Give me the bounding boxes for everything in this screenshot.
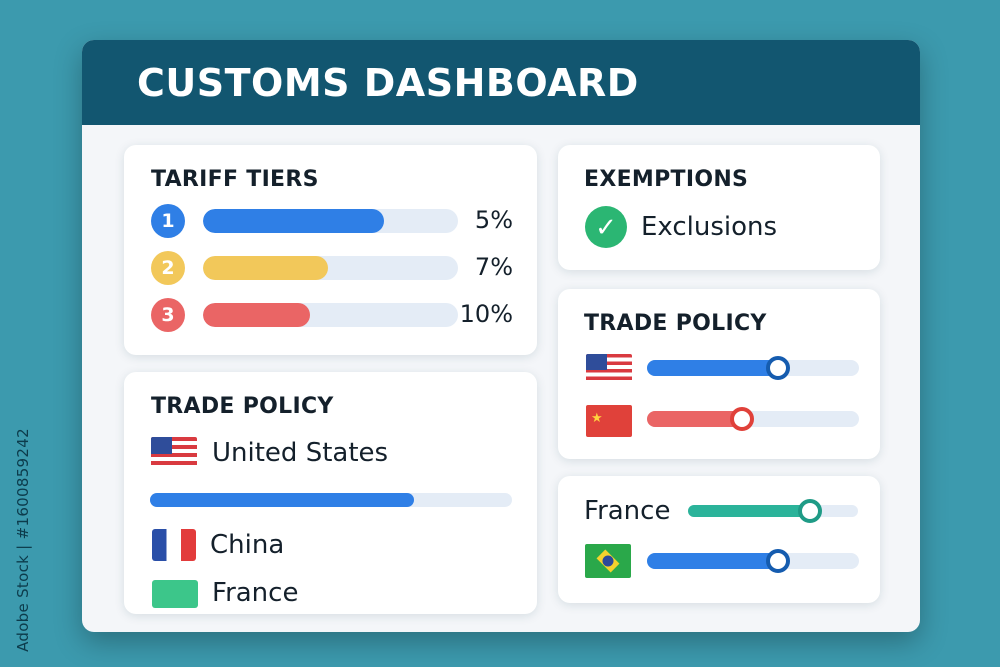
tier-bar-track [203,256,458,280]
trade-policy-sliders-card: TRADE POLICY ★ [558,289,880,459]
country-slider-track[interactable] [688,499,858,523]
us-flag-icon [151,437,197,469]
green-flag-icon [152,580,198,608]
tier-bar-fill [203,256,328,280]
policy-slider-fill [647,411,743,427]
policy-slider-knob[interactable] [766,356,791,380]
tier-row: 1 5% [151,204,513,240]
policy-progress-track [150,493,512,507]
policy-progress-fill [150,493,415,507]
country-sliders-card: France [558,476,880,603]
policy-slider-fill [647,360,779,376]
country-label: France [584,496,671,526]
check-circle-icon: ✓ [585,206,627,248]
tier-value: 7% [474,253,513,281]
tariff-tiers-card: TARIFF TIERS 1 5% 2 7% 3 10% [124,145,537,355]
trade-policy-title: TRADE POLICY [151,394,334,419]
tier-row: 3 10% [151,298,513,334]
policy-slider-track[interactable] [647,407,859,431]
policy-slider-track[interactable] [647,356,859,380]
page-title: CUSTOMS DASHBOARD [137,60,639,105]
brazil-flag-icon [585,544,631,578]
exemptions-title: EXEMPTIONS [584,167,749,192]
trade-policy-title: TRADE POLICY [584,311,767,336]
tier-row: 2 7% [151,251,513,287]
header-bar: CUSTOMS DASHBOARD [82,40,920,125]
tier-bar-fill [203,303,311,327]
tier-value: 5% [474,206,513,234]
tier-number-badge: 3 [151,298,185,332]
tier-number-badge: 2 [151,251,185,285]
country-slider-knob[interactable] [798,499,823,523]
tier-bar-track [203,303,458,327]
watermark-id: Adobe Stock | #1600859242 [14,428,33,652]
exemptions-card: EXEMPTIONS ✓ Exclusions [558,145,880,270]
tier-bar-fill [203,209,385,233]
policy-slider-knob[interactable] [730,407,755,431]
trade-policy-card: TRADE POLICY United States China France [124,372,537,614]
tier-number-badge: 1 [151,204,185,238]
tier-value: 10% [459,300,513,328]
country-label: France [212,578,299,608]
exemption-label: Exclusions [641,212,778,242]
country-slider-knob[interactable] [766,549,791,573]
country-slider-fill [688,505,811,517]
us-flag-icon [586,354,632,384]
country-label: United States [212,438,389,468]
country-label: China [210,530,285,560]
france-flag-icon [152,529,196,561]
tariff-tiers-title: TARIFF TIERS [151,167,319,192]
china-flag-icon: ★ [586,405,632,437]
country-slider-fill [647,553,779,569]
dashboard-window: CUSTOMS DASHBOARD TARIFF TIERS 1 5% 2 7%… [82,40,920,632]
country-slider-track[interactable] [647,549,859,573]
tier-bar-track [203,209,458,233]
